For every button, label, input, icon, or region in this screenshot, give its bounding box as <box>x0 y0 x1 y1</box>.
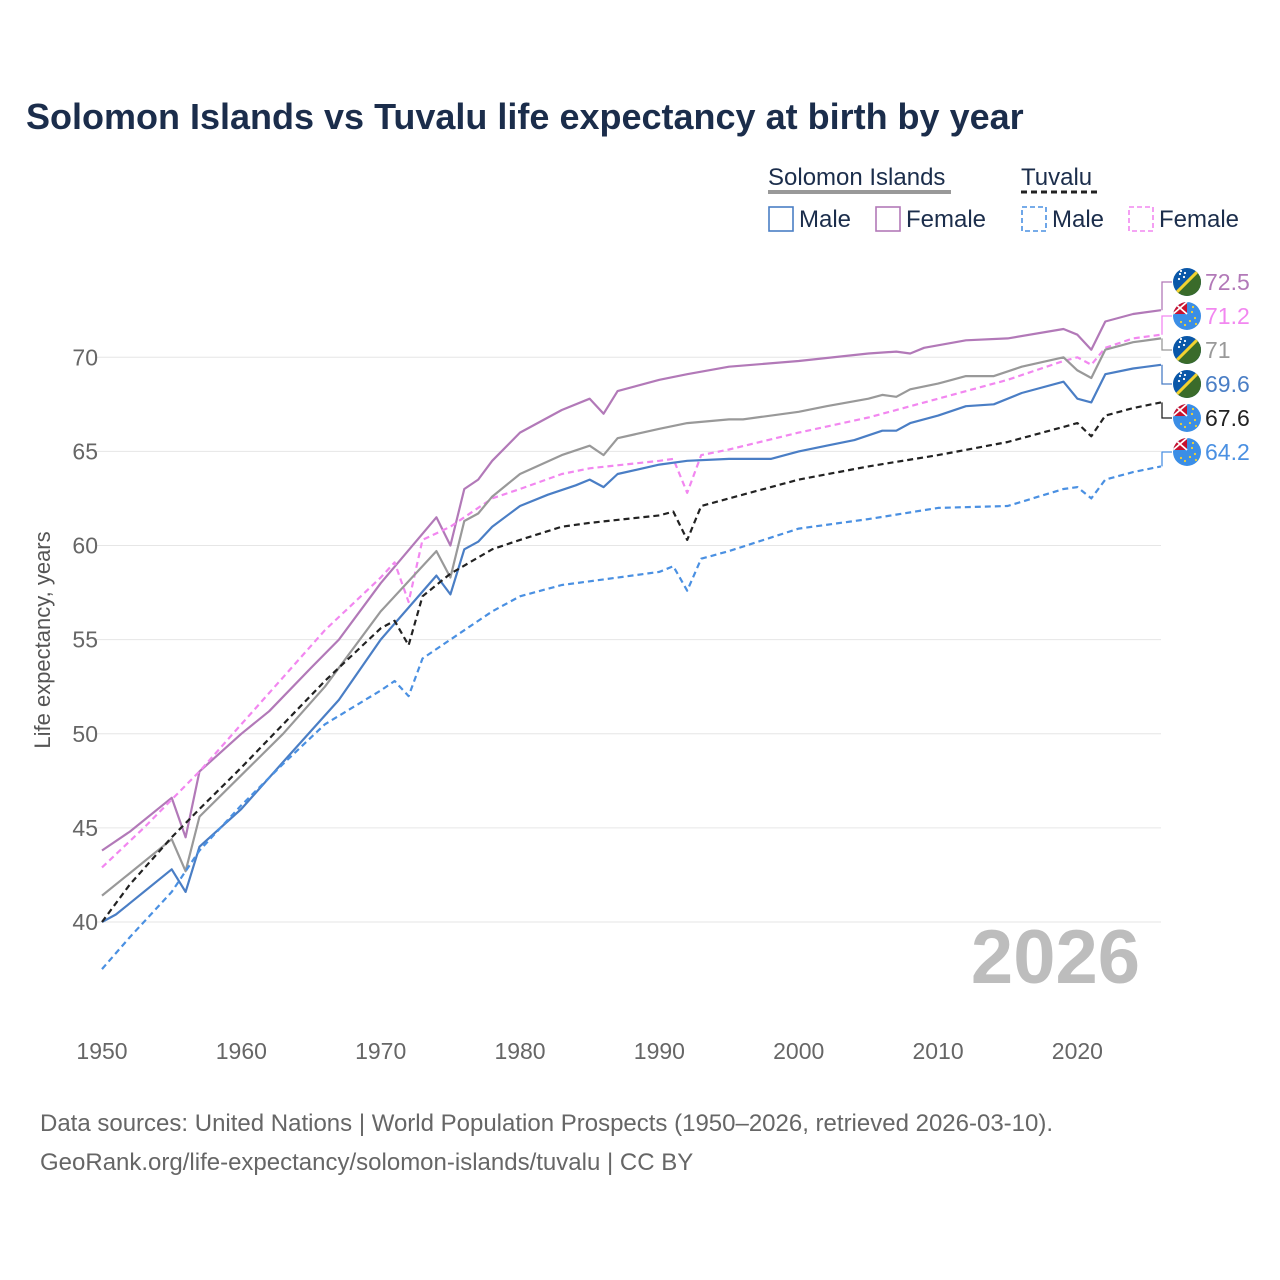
y-tick-60: 60 <box>72 533 98 559</box>
footer-sources: Data sources: United Nations | World Pop… <box>40 1110 1053 1137</box>
chart-title: Solomon Islands vs Tuvalu life expectanc… <box>26 96 1024 137</box>
x-tick-1950: 1950 <box>76 1038 127 1064</box>
y-axis-ticks: 40 45 50 55 60 65 70 <box>72 344 98 935</box>
legend-swatch-tuvalu-female <box>1128 206 1154 232</box>
series-solomon-islands-male <box>101 363 1162 923</box>
y-tick-65: 65 <box>72 438 98 464</box>
end-label-connector <box>1161 451 1172 467</box>
legend-swatch-tuvalu-male <box>1021 206 1047 232</box>
x-tick-2000: 2000 <box>773 1038 824 1064</box>
current-year-watermark: 2026 <box>971 915 1140 1000</box>
series-tuvalu-male <box>101 465 1162 970</box>
end-label-value: 64.2 <box>1205 439 1250 465</box>
y-tick-45: 45 <box>72 815 98 841</box>
end-label-64.2: 64.2 <box>1161 438 1250 467</box>
end-label-connector <box>1161 315 1172 335</box>
y-tick-50: 50 <box>72 721 98 747</box>
end-label-value: 67.6 <box>1205 405 1250 431</box>
end-label-value: 71.2 <box>1205 303 1250 329</box>
x-axis-ticks: 1950 1960 1970 1980 1990 2000 2010 2020 <box>76 1038 1103 1064</box>
end-label-connector <box>1161 338 1172 351</box>
end-label-connector <box>1161 281 1172 311</box>
x-tick-2020: 2020 <box>1052 1038 1103 1064</box>
legend-label-tuvalu-male: Male <box>1052 206 1104 233</box>
series-lines <box>101 309 1162 970</box>
end-label-69.6: 69.6 <box>1161 364 1250 398</box>
y-axis-label: Life expectancy, years <box>30 531 55 748</box>
solomon-islands-flag-icon <box>1173 268 1201 296</box>
x-tick-2010: 2010 <box>912 1038 963 1064</box>
legend-label-solomon-female: Female <box>906 206 986 233</box>
series-tuvalu-both <box>101 401 1162 923</box>
series-tuvalu-female <box>101 333 1162 869</box>
end-label-value: 69.6 <box>1205 371 1250 397</box>
end-label-value: 71 <box>1205 337 1231 363</box>
y-tick-70: 70 <box>72 344 98 370</box>
legend-swatch-solomon-female <box>875 206 901 232</box>
solomon-islands-flag-icon <box>1173 370 1201 398</box>
legend-label-solomon-male: Male <box>799 206 851 233</box>
legend: Solomon Islands Tuvalu Male Female Male … <box>768 164 1239 233</box>
x-tick-1980: 1980 <box>494 1038 545 1064</box>
end-label-67.6: 67.6 <box>1161 402 1250 432</box>
y-tick-55: 55 <box>72 627 98 653</box>
end-label-71.2: 71.2 <box>1161 302 1250 335</box>
end-label-connector <box>1161 364 1172 385</box>
legend-swatch-solomon-male <box>768 206 794 232</box>
series-solomon-islands-both <box>101 337 1162 897</box>
legend-group-solomon-label: Solomon Islands <box>768 164 945 191</box>
tuvalu-flag-icon <box>1173 438 1201 466</box>
end-label-connector <box>1161 402 1172 419</box>
solomon-islands-flag-icon <box>1173 336 1201 364</box>
end-labels: 72.5 71.2 71 69.6 67.6 64.2 <box>1161 268 1250 467</box>
end-label-value: 72.5 <box>1205 269 1250 295</box>
y-tick-40: 40 <box>72 909 98 935</box>
x-tick-1970: 1970 <box>355 1038 406 1064</box>
tuvalu-flag-icon <box>1173 302 1201 330</box>
legend-label-tuvalu-female: Female <box>1159 206 1239 233</box>
series-solomon-islands-female <box>101 309 1162 852</box>
footer-attribution: GeoRank.org/life-expectancy/solomon-isla… <box>40 1149 693 1176</box>
x-tick-1990: 1990 <box>634 1038 685 1064</box>
end-label-71: 71 <box>1161 336 1231 364</box>
x-tick-1960: 1960 <box>216 1038 267 1064</box>
legend-group-tuvalu-label: Tuvalu <box>1021 164 1092 191</box>
tuvalu-flag-icon <box>1173 404 1201 432</box>
grid <box>95 356 1161 923</box>
